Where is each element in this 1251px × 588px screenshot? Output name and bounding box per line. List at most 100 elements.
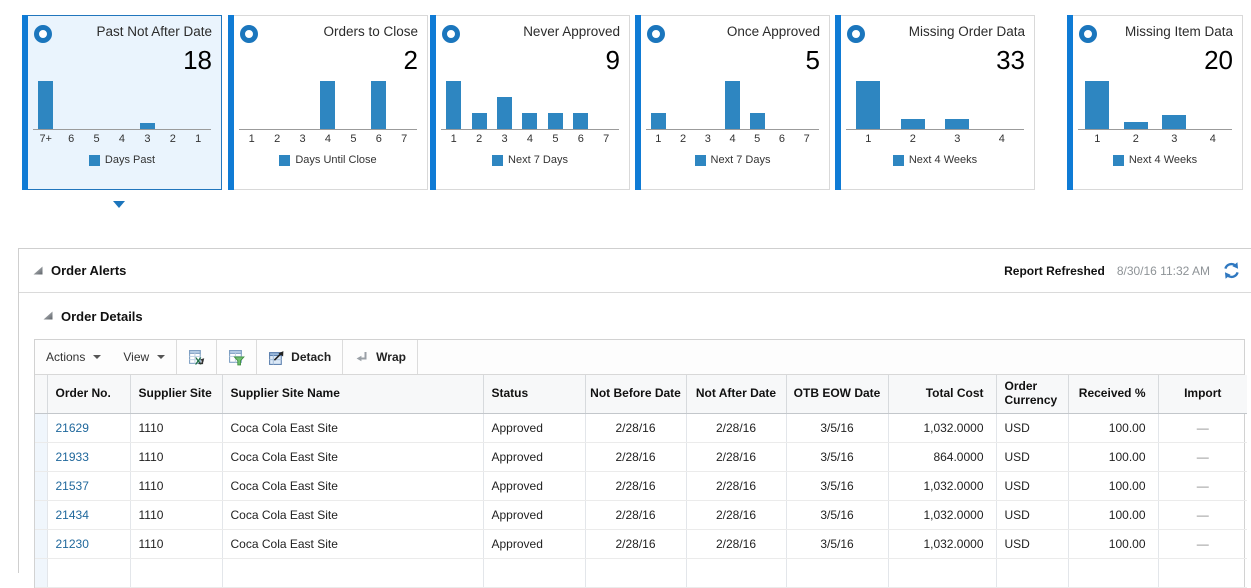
category-label: 7 bbox=[803, 133, 810, 145]
cell-total_cost: 1,032.0000 bbox=[887, 529, 996, 559]
orders-table: Order No. Supplier Site Supplier Site Name… bbox=[35, 375, 1247, 588]
tile-title: Once Approved bbox=[726, 24, 820, 39]
bars-area bbox=[846, 81, 1024, 130]
cell-otb_eow_date: 3/5/16 bbox=[785, 529, 888, 559]
category-label: 4 bbox=[998, 133, 1005, 145]
column-header-supplier_site[interactable]: Supplier Site bbox=[129, 375, 222, 414]
cell-order_no: 21434 bbox=[46, 500, 130, 530]
cell-supplier_site: 1110 bbox=[129, 413, 222, 443]
import-placeholder-dash[interactable]: — bbox=[1196, 449, 1209, 464]
order-link[interactable]: 21933 bbox=[55, 449, 89, 464]
column-header-not_before_date[interactable]: Not Before Date bbox=[584, 375, 686, 414]
bar-slot bbox=[646, 113, 671, 129]
cell-supplier_site_name: Coca Cola East Site bbox=[221, 471, 483, 501]
category-label: 6 bbox=[375, 133, 382, 145]
bar-slot bbox=[1117, 122, 1156, 129]
column-header-received_pct[interactable]: Received % bbox=[1067, 375, 1158, 414]
toolbar-separator bbox=[176, 340, 178, 374]
category-label: 3 bbox=[299, 133, 306, 145]
legend-label: Next 4 Weeks bbox=[1128, 154, 1198, 166]
chart-legend: Next 7 Days bbox=[441, 154, 619, 166]
tile-bar-chart: 7+ 6 5 4 3 2 1 Days Past bbox=[33, 81, 211, 166]
dashboard-tile[interactable]: Missing Item Data 20 1 2 3 4 Next 4 Weeks bbox=[1067, 15, 1243, 190]
bar-slot bbox=[720, 81, 745, 129]
table-row: 21629 1110 Coca Cola East Site Approved 2/28… bbox=[35, 413, 1247, 443]
category-label: 2 bbox=[169, 133, 176, 145]
legend-swatch-icon bbox=[694, 154, 706, 166]
refresh-icon[interactable] bbox=[1222, 261, 1241, 280]
category-label: 6 bbox=[68, 133, 75, 145]
cell-order_no: 21230 bbox=[46, 529, 130, 559]
tile-accent-bar bbox=[1067, 15, 1073, 190]
dashboard-tile[interactable]: Missing Order Data 33 1 2 3 4 Next 4 Weeks bbox=[835, 15, 1035, 190]
row-selector-cell[interactable] bbox=[35, 500, 47, 530]
dashboard-tile[interactable]: Once Approved 5 1 2 3 4 5 6 7 Next 7 Days bbox=[635, 15, 830, 190]
tile-title: Past Not After Date bbox=[96, 24, 212, 39]
order-link[interactable]: 21434 bbox=[55, 507, 89, 522]
column-header-total_cost[interactable]: Total Cost bbox=[887, 375, 996, 414]
toolbar-separator bbox=[256, 340, 258, 374]
order-link[interactable]: 21230 bbox=[55, 536, 89, 551]
export-to-excel-button[interactable]: X bbox=[177, 340, 216, 374]
cell-not_after_date: 2/28/16 bbox=[685, 529, 786, 559]
bar-slot bbox=[315, 81, 340, 129]
actions-menu-button[interactable]: Actions bbox=[35, 340, 112, 374]
cell-supplier_site: 1110 bbox=[129, 529, 222, 559]
row-selector-cell[interactable] bbox=[35, 442, 47, 472]
bar-slot bbox=[492, 97, 517, 129]
report-refreshed-time: 8/30/16 11:32 AM bbox=[1116, 263, 1210, 278]
row-selector-cell[interactable] bbox=[35, 413, 47, 443]
cell-status: Approved bbox=[482, 413, 585, 443]
detach-button[interactable]: Detach bbox=[257, 340, 342, 374]
bar-slot bbox=[891, 119, 936, 129]
column-header-otb_eow_date[interactable]: OTB EOW Date bbox=[785, 375, 888, 414]
bar-slot bbox=[33, 81, 58, 129]
column-header-supplier_site_name[interactable]: Supplier Site Name bbox=[221, 375, 483, 414]
category-label: 7 bbox=[401, 133, 408, 145]
column-header-status[interactable]: Status bbox=[482, 375, 585, 414]
import-placeholder-dash[interactable]: — bbox=[1196, 478, 1209, 493]
column-header-import[interactable]: Import bbox=[1157, 375, 1247, 414]
import-placeholder-dash[interactable]: — bbox=[1196, 420, 1209, 435]
order-link[interactable]: 21537 bbox=[55, 478, 89, 493]
bar-slot bbox=[1155, 115, 1194, 129]
bar bbox=[945, 119, 970, 129]
dashboard-tile[interactable]: Past Not After Date 18 7+ 6 5 4 3 2 1 Days Past bbox=[22, 15, 222, 190]
bar-slot bbox=[135, 123, 160, 129]
cell-not_after_date: 2/28/16 bbox=[685, 442, 786, 472]
disclosure-triangle-icon[interactable] bbox=[33, 266, 43, 276]
tile-accent-bar bbox=[228, 15, 234, 190]
disclosure-triangle-icon[interactable] bbox=[43, 311, 53, 321]
dashboard-tile[interactable]: Orders to Close 2 1 2 3 4 5 6 7 Days Until Close bbox=[228, 15, 428, 190]
tile-selected-arrow-icon[interactable] bbox=[113, 201, 125, 208]
tile-count: 20 bbox=[1204, 45, 1233, 75]
radio-ring-icon bbox=[847, 25, 865, 43]
row-selector-cell[interactable] bbox=[35, 471, 47, 501]
cell-import: — bbox=[1157, 529, 1247, 559]
legend-label: Days Past bbox=[104, 154, 156, 166]
row-selector-cell[interactable] bbox=[35, 529, 47, 559]
view-menu-button[interactable]: View bbox=[112, 340, 176, 374]
column-header-order_currency[interactable]: Order Currency bbox=[995, 375, 1068, 414]
row-selector-header-cell[interactable] bbox=[35, 375, 47, 414]
svg-text:X: X bbox=[195, 356, 202, 366]
filter-button[interactable] bbox=[217, 340, 256, 374]
bar bbox=[320, 81, 336, 129]
cell-not_after_date: 2/28/16 bbox=[685, 500, 786, 530]
cell-status: Approved bbox=[482, 442, 585, 472]
bar-slot bbox=[745, 113, 770, 129]
order-link[interactable]: 21629 bbox=[55, 420, 89, 435]
dashboard-tile[interactable]: Never Approved 9 1 2 3 4 5 6 7 Next 7 Days bbox=[430, 15, 630, 190]
wrap-button[interactable]: Wrap bbox=[343, 340, 417, 374]
tile-title: Missing Item Data bbox=[1124, 24, 1233, 39]
category-axis: 1 2 3 4 5 6 7 bbox=[441, 133, 619, 145]
tile-count: 2 bbox=[403, 45, 418, 75]
column-header-not_after_date[interactable]: Not After Date bbox=[685, 375, 786, 414]
bar bbox=[38, 81, 54, 129]
import-placeholder-dash[interactable]: — bbox=[1196, 507, 1209, 522]
column-header-order_no[interactable]: Order No. bbox=[46, 375, 130, 414]
chevron-down-icon bbox=[93, 355, 102, 359]
import-placeholder-dash[interactable]: — bbox=[1196, 536, 1209, 551]
cell-received_pct: 100.00 bbox=[1067, 500, 1158, 530]
category-label: 7+ bbox=[39, 133, 52, 145]
